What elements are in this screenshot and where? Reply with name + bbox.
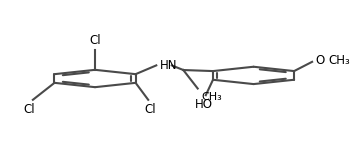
Text: CH₃: CH₃: [328, 54, 350, 67]
Text: O: O: [316, 54, 325, 67]
Text: HN: HN: [160, 59, 178, 72]
Text: Cl: Cl: [144, 103, 156, 116]
Text: CH₃: CH₃: [201, 92, 222, 102]
Text: Cl: Cl: [89, 34, 101, 47]
Text: Cl: Cl: [24, 103, 35, 116]
Text: HO: HO: [195, 98, 213, 111]
